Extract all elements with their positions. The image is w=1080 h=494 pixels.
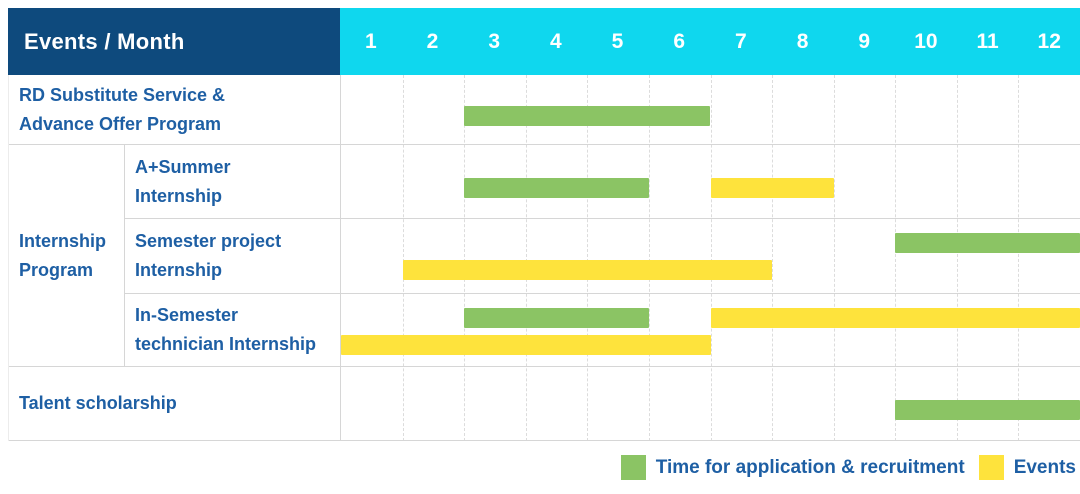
chart-cell bbox=[341, 145, 1080, 219]
month-label-8: 8 bbox=[796, 29, 809, 53]
gantt-body: RD Substitute Service & Advance Offer Pro… bbox=[8, 75, 1080, 441]
bar-events bbox=[710, 308, 1080, 328]
month-label-1: 1 bbox=[364, 29, 377, 53]
month-label-2: 2 bbox=[426, 29, 439, 53]
table-row: RD Substitute Service & Advance Offer Pro… bbox=[9, 75, 1080, 145]
month-label-10: 10 bbox=[914, 29, 938, 53]
chart-cell bbox=[341, 294, 1080, 367]
bar-application-recruitment bbox=[464, 308, 649, 328]
legend-swatch-green bbox=[620, 455, 646, 480]
month-label-12: 12 bbox=[1037, 29, 1061, 53]
row-label: Talent scholarship bbox=[9, 367, 341, 441]
sub-row: A+Summer Internship bbox=[125, 145, 1080, 219]
row-label: In-Semester technician Internship bbox=[125, 294, 341, 367]
month-label-6: 6 bbox=[673, 29, 686, 53]
events-table: Events / Month 1 2 3 4 5 6 7 8 9 10 11 12 RD Substi… bbox=[8, 8, 1080, 441]
bar-application-recruitment bbox=[464, 178, 649, 198]
chart-cell bbox=[341, 219, 1080, 294]
table-header-row: Events / Month 1 2 3 4 5 6 7 8 9 10 11 12 bbox=[8, 8, 1080, 75]
month-label-5: 5 bbox=[611, 29, 624, 53]
legend-label: Events bbox=[1013, 456, 1076, 478]
row-label: Semester project Internship bbox=[125, 219, 341, 294]
bar-application-recruitment bbox=[895, 400, 1080, 420]
bar-events bbox=[341, 335, 711, 355]
month-label-11: 11 bbox=[976, 29, 999, 53]
legend: Time for application & recruitment Events bbox=[8, 441, 1076, 494]
legend-swatch-yellow bbox=[978, 455, 1004, 480]
group-label-cell: Internship Program bbox=[9, 145, 125, 367]
bar-application-recruitment bbox=[464, 106, 711, 126]
legend-item: Time for application & recruitment bbox=[620, 455, 965, 480]
month-label-9: 9 bbox=[858, 29, 871, 53]
month-header-strip: 1 2 3 4 5 6 7 8 9 10 11 12 bbox=[340, 8, 1080, 75]
sub-row: Semester project Internship bbox=[125, 219, 1080, 294]
bar-events bbox=[710, 178, 834, 198]
sub-row: In-Semester technician Internship bbox=[125, 294, 1080, 367]
events-month-title: Events / Month bbox=[24, 28, 185, 54]
group-row: Internship Program A+Summer Internship Semes… bbox=[9, 145, 1080, 367]
events-month-header-cell: Events / Month bbox=[8, 8, 340, 75]
month-label-7: 7 bbox=[735, 29, 747, 53]
table-row: Talent scholarship bbox=[9, 367, 1080, 441]
legend-item: Events bbox=[978, 455, 1076, 480]
row-label: A+Summer Internship bbox=[125, 145, 341, 219]
bar-events bbox=[402, 260, 773, 280]
month-label-3: 3 bbox=[488, 29, 501, 53]
bar-application-recruitment bbox=[895, 233, 1080, 253]
gantt-rows: RD Substitute Service & Advance Offer Pro… bbox=[9, 75, 1080, 441]
row-label: RD Substitute Service & Advance Offer Pro… bbox=[9, 75, 341, 145]
legend-label: Time for application & recruitment bbox=[655, 456, 965, 478]
chart-cell bbox=[341, 367, 1080, 441]
chart-cell bbox=[341, 75, 1080, 145]
month-label-4: 4 bbox=[550, 29, 562, 53]
